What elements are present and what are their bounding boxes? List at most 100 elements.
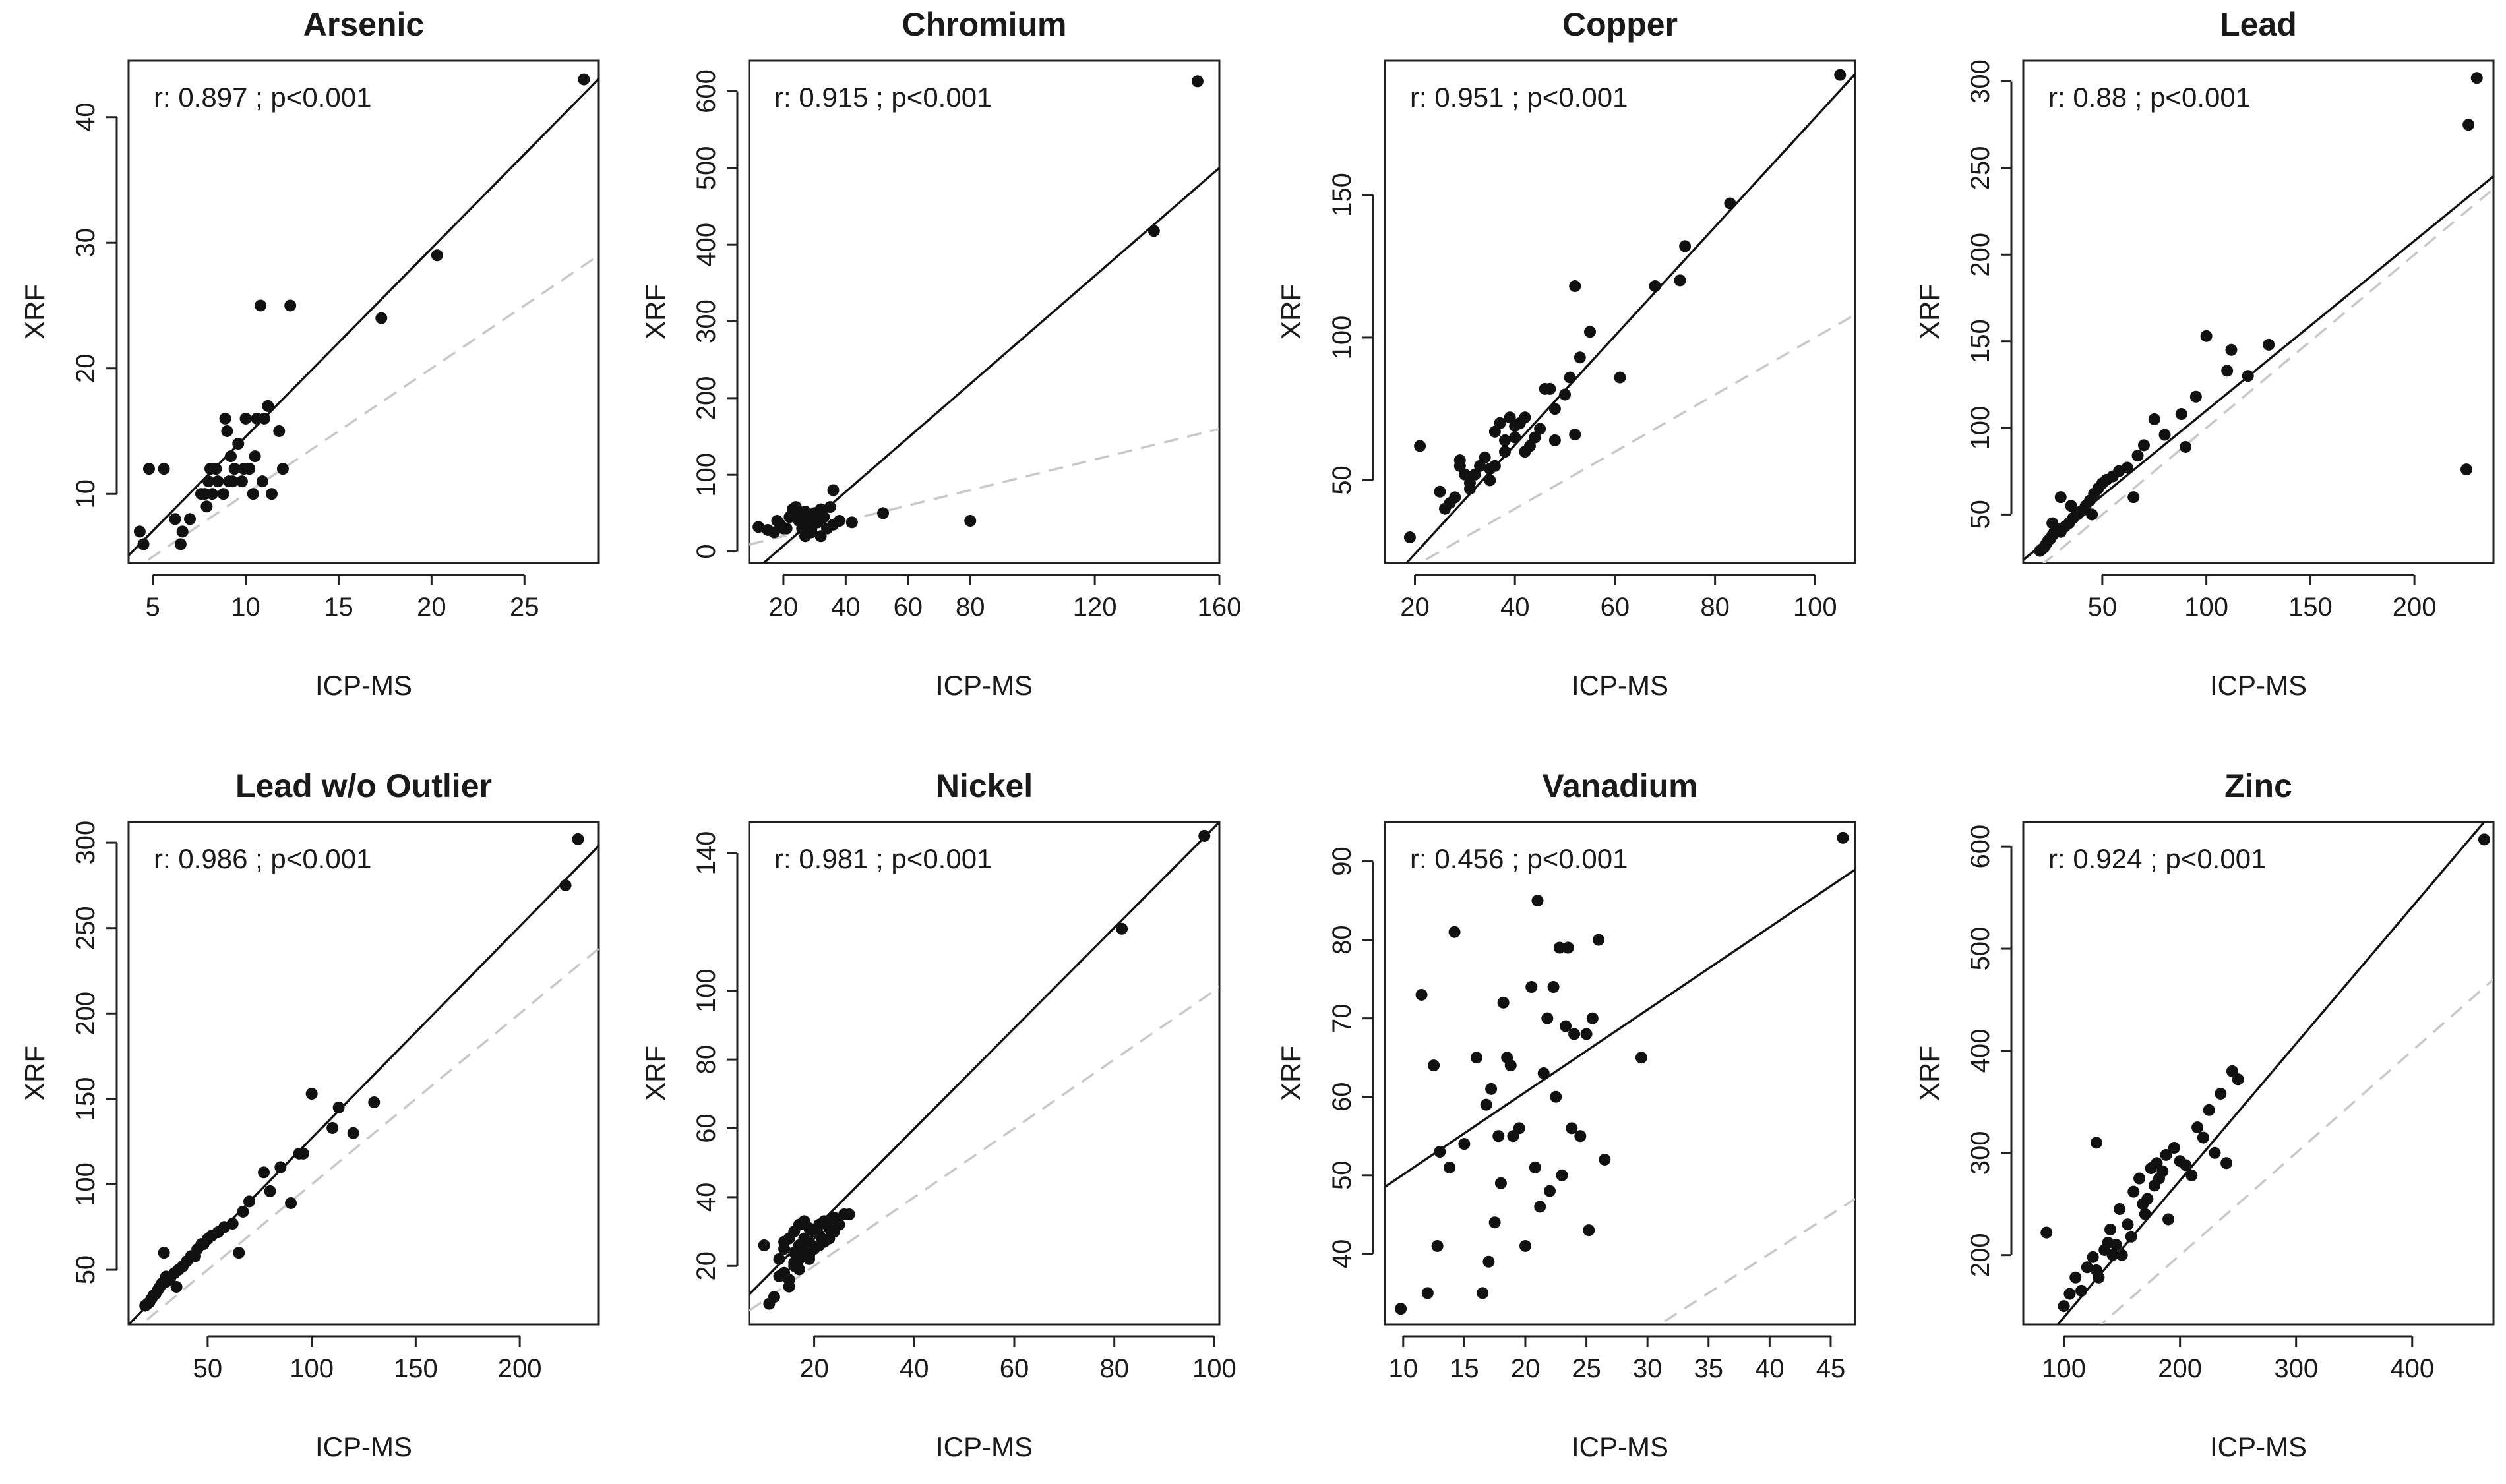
x-tick-label: 40 [900,1354,929,1383]
data-point [285,1197,297,1209]
data-point [2106,1249,2119,1261]
data-point [2090,1137,2102,1149]
data-point [174,538,187,550]
y-tick-label: 300 [1966,1131,1995,1175]
y-tick-label: 250 [1966,146,1995,191]
x-tick-label: 25 [510,593,539,622]
data-point [133,525,146,538]
data-point [237,1205,249,1218]
chart-title: Chromium [902,6,1067,43]
y-axis-label: XRF [640,1046,671,1101]
x-tick-label: 30 [1633,1354,1663,1383]
y-axis-label: XRF [1275,1046,1306,1101]
data-point [2081,1261,2093,1274]
data-point [2460,463,2472,476]
data-point [1463,477,1476,489]
data-point [1395,1303,1407,1315]
x-tick-label: 100 [2184,593,2228,622]
y-axis-label: XRF [19,284,50,340]
data-point [559,879,572,891]
data-point [1635,1052,1647,1064]
data-point [1431,1239,1444,1252]
data-point [169,513,181,525]
data-point [247,488,259,500]
panel-zinc: Zinc 100 200 300 400 ICP-MS 200 300 400 500 600 XRF… [1914,767,2495,1462]
data-point [1586,1012,1599,1024]
data-point [1537,1067,1550,1079]
y-axis-label: XRF [1275,284,1306,340]
reference-line [139,947,599,1324]
data-point [2185,1169,2198,1181]
data-point [2209,1146,2221,1159]
data-point [200,500,213,513]
data-point [2158,429,2171,441]
data-point [1547,981,1560,994]
chart-title: Vanadium [1542,767,1697,804]
data-point [1569,429,1581,441]
data-point [2153,1172,2165,1185]
data-point [243,1195,255,1208]
data-point [2220,1157,2233,1170]
x-tick-label: 150 [2288,593,2333,622]
data-point [752,521,765,533]
data-point [217,488,229,500]
data-point [2046,517,2059,529]
x-tick-label: 60 [894,593,923,622]
x-tick-label: 20 [1511,1354,1541,1383]
reference-line [749,986,1219,1312]
y-tick-label: 100 [1328,316,1357,360]
data-point [2168,1142,2180,1154]
data-point [845,516,858,529]
y-tick-label: 300 [71,821,100,865]
x-axis-label: ICP-MS [936,1431,1033,1462]
data-point [1614,371,1626,384]
data-point [221,425,233,437]
data-point [199,488,211,500]
data-point [1562,941,1574,954]
y-tick-label: 150 [1328,173,1357,217]
data-point [1679,240,1692,252]
y-tick-label: 20 [692,1251,721,1281]
data-point [1593,934,1605,946]
y-tick-label: 50 [1966,500,1995,529]
x-axis-label: ICP-MS [2210,670,2307,701]
panel-vanadium: Vanadium 10 15 20 25 30 35 40 45 ICP-MS 40 50 60 70 80… [1275,767,1856,1462]
data-point [2110,1239,2122,1251]
data-point [2058,1300,2070,1313]
y-tick-label: 40 [692,1183,721,1212]
data-point [235,475,248,488]
data-point [184,513,196,525]
fit-line [129,78,599,556]
y-tick-label: 600 [1966,825,1995,869]
data-point [1534,1201,1546,1213]
data-point [1509,420,1521,432]
data-point [1488,1216,1501,1229]
correlation-annotation: r: 0.915 ; p<0.001 [774,82,992,113]
data-point [2054,525,2067,538]
x-tick-label: 50 [2088,593,2118,622]
data-point [803,1249,816,1262]
y-tick-label: 80 [1328,925,1357,955]
data-point [219,412,231,425]
data-point [1539,382,1551,395]
x-tick-label: 100 [290,1354,334,1383]
data-point [2189,390,2202,403]
data-point [2162,1213,2175,1226]
y-tick-label: 300 [692,299,721,343]
data-point [1568,1028,1581,1040]
y-tick-label: 40 [71,102,100,132]
data-point [1504,1059,1517,1072]
data-point [326,1121,339,1134]
x-tick-label: 400 [2390,1354,2434,1383]
y-tick-label: 150 [1966,319,1995,363]
data-point [2054,491,2067,504]
x-tick-label: 150 [394,1354,438,1383]
data-point [262,400,274,412]
data-point [2034,545,2046,557]
data-point [1569,280,1581,293]
data-point [1834,69,1847,81]
data-point [284,299,297,312]
y-tick-label: 100 [1966,406,1995,450]
data-point [2137,439,2150,452]
data-point [158,463,170,475]
